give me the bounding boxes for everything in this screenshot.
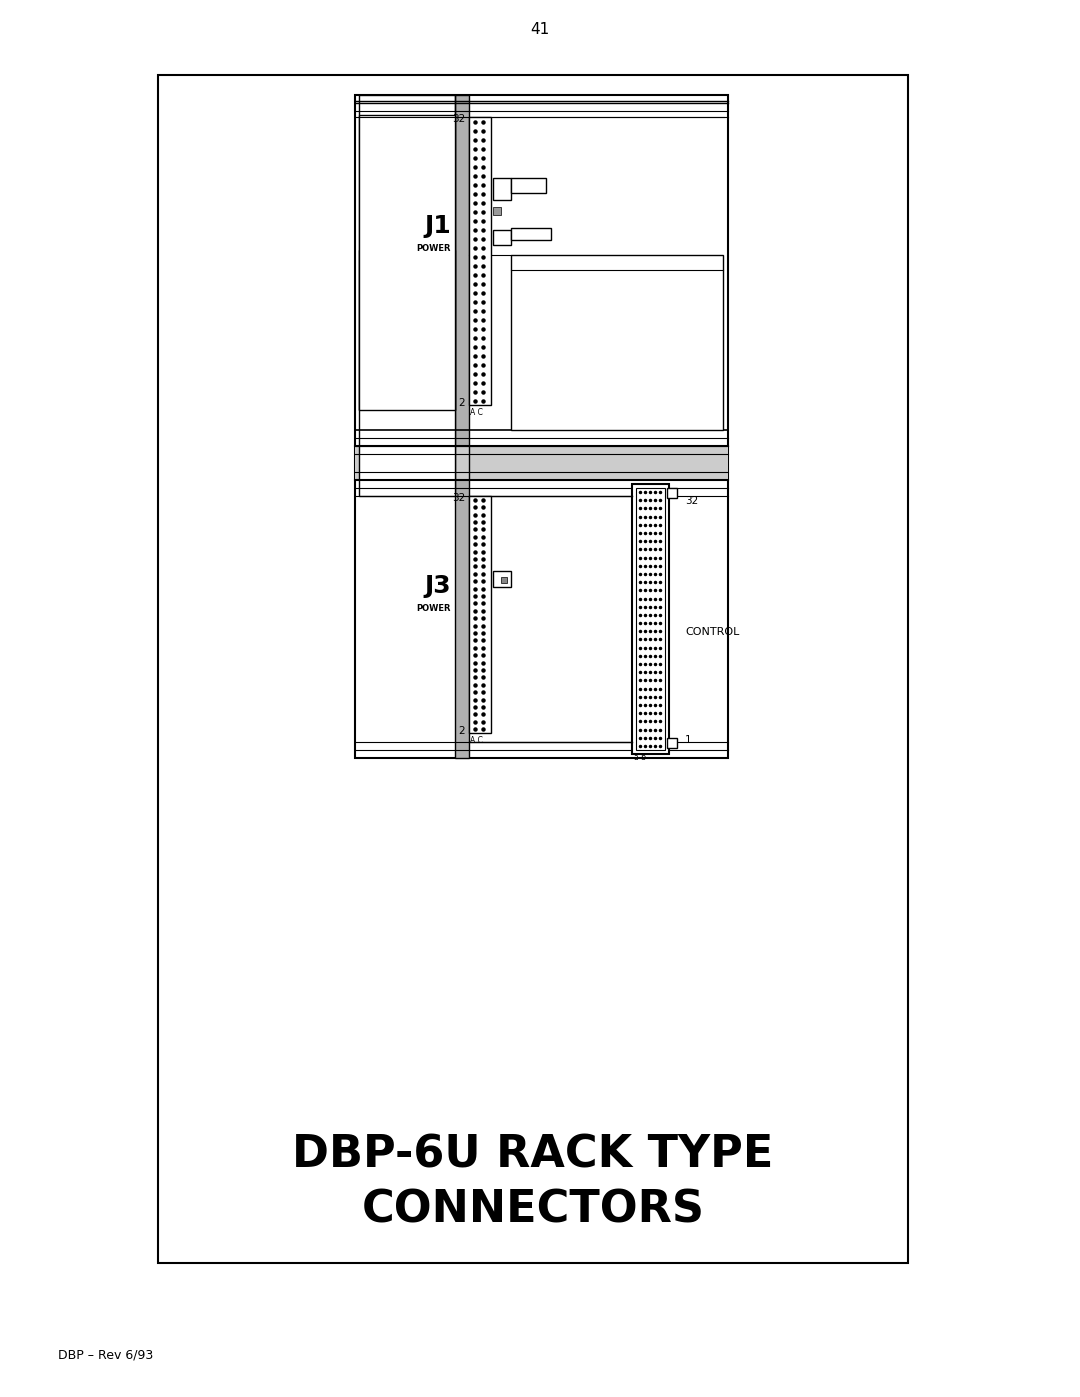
Text: a b: a b [634, 753, 646, 761]
Bar [511, 228, 551, 240]
Text: A C: A C [470, 408, 483, 416]
Text: J1: J1 [424, 215, 451, 239]
Bar [492, 207, 501, 215]
Text: CONTROL: CONTROL [685, 627, 740, 637]
Bar [632, 483, 669, 754]
Bar [359, 115, 455, 409]
Text: POWER: POWER [417, 244, 451, 253]
Bar [158, 75, 908, 1263]
Bar [501, 577, 507, 583]
Bar [355, 95, 728, 759]
Text: DBP-6U RACK TYPE: DBP-6U RACK TYPE [293, 1133, 773, 1176]
Bar [636, 488, 665, 750]
Bar [492, 571, 511, 587]
Bar [359, 95, 455, 409]
Bar [355, 446, 728, 481]
Bar [667, 738, 677, 747]
Text: 32: 32 [451, 115, 465, 124]
Text: 41: 41 [530, 22, 550, 38]
Text: J3: J3 [424, 574, 451, 598]
Text: A C: A C [470, 736, 483, 745]
Text: CONNECTORS: CONNECTORS [362, 1189, 704, 1232]
Bar [462, 95, 469, 759]
Bar [511, 177, 546, 193]
Bar [469, 496, 491, 733]
Text: 32: 32 [685, 496, 699, 506]
Bar [511, 256, 723, 430]
Bar [455, 95, 462, 759]
Bar [492, 177, 511, 200]
Text: 1: 1 [685, 735, 691, 745]
Text: 32: 32 [451, 493, 465, 503]
Bar [359, 250, 455, 496]
Text: 2: 2 [458, 726, 465, 736]
Text: POWER: POWER [417, 604, 451, 612]
Bar [492, 231, 511, 244]
Bar [469, 117, 491, 405]
Text: DBP – Rev 6/93: DBP – Rev 6/93 [58, 1348, 153, 1362]
Text: 2: 2 [458, 398, 465, 408]
Bar [455, 95, 469, 759]
Bar [667, 488, 677, 497]
